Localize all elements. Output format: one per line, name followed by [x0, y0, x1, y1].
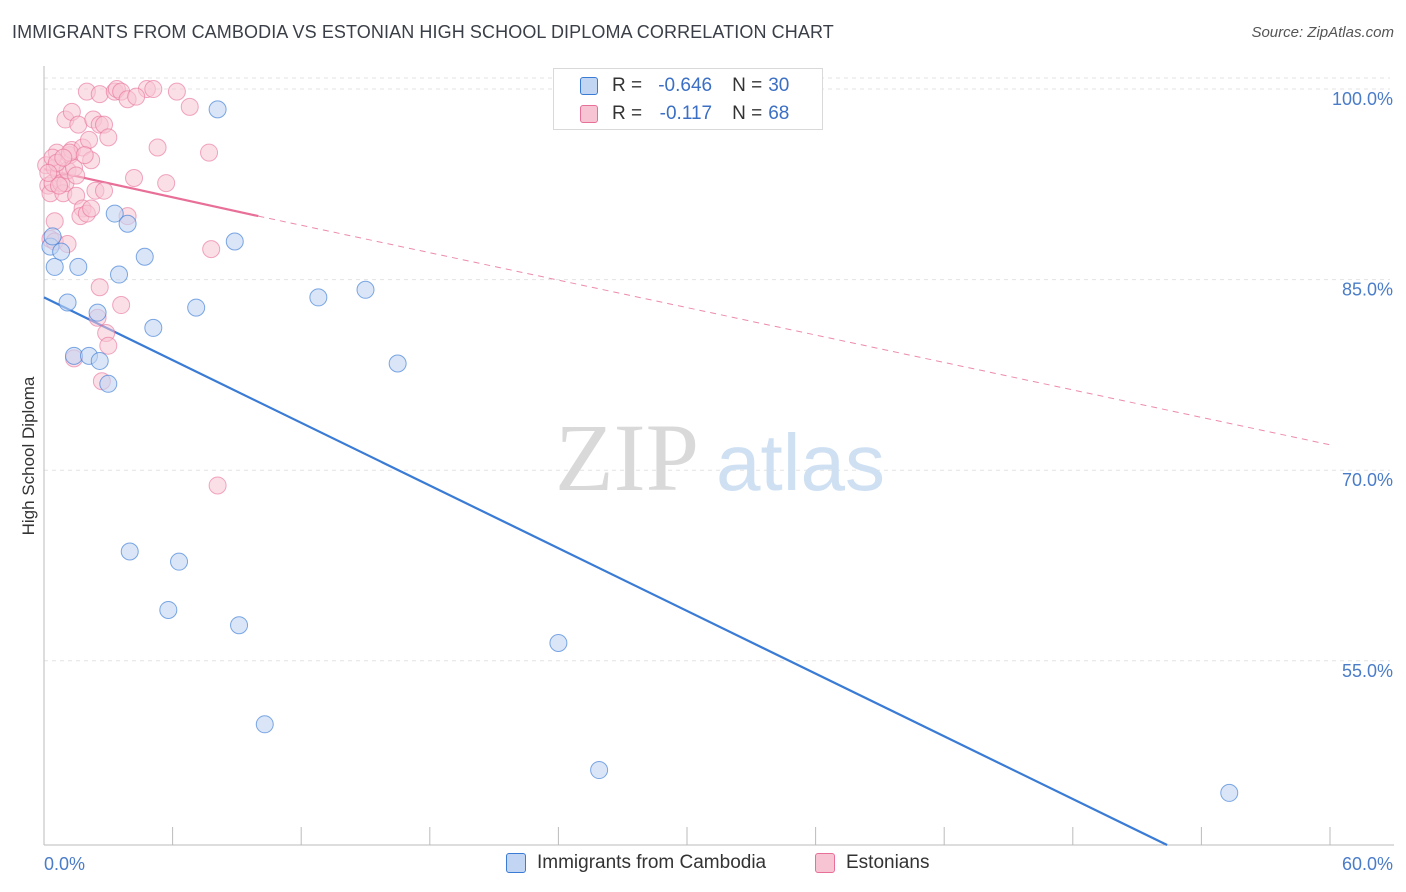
y-tick-label: 70.0%: [1342, 470, 1393, 490]
point-estonians: [99, 336, 118, 355]
point-cambodia: [309, 288, 328, 307]
y-tick-label: 100.0%: [1332, 89, 1393, 109]
point-estonians: [148, 138, 167, 157]
legend-r-value: -0.117: [659, 103, 713, 124]
point-estonians: [180, 97, 199, 116]
point-estonians: [157, 174, 176, 193]
point-cambodia: [65, 346, 84, 365]
point-cambodia: [135, 247, 154, 266]
legend-r-value: -0.646: [658, 75, 713, 96]
point-estonians: [208, 476, 227, 495]
data-points: [37, 80, 1239, 802]
point-cambodia: [230, 616, 249, 635]
point-cambodia: [187, 298, 206, 317]
legend-n-value: 30: [768, 75, 790, 96]
legend-label: Immigrants from Cambodia: [537, 852, 767, 873]
series-legend: Immigrants from Cambodia Estonians: [0, 852, 1406, 876]
legend-row-cambodia: R = -0.646 N = 30: [554, 72, 789, 100]
point-estonians: [39, 163, 58, 182]
legend-item-estonians[interactable]: Estonians: [815, 852, 929, 874]
legend-label: Estonians: [846, 852, 930, 873]
point-cambodia: [110, 265, 129, 284]
x-tick-label: 0.0%: [44, 854, 85, 874]
point-estonians: [200, 143, 219, 162]
point-cambodia: [225, 232, 244, 251]
point-cambodia: [159, 600, 178, 619]
y-axis-title: High School Diploma: [19, 376, 38, 535]
point-cambodia: [388, 354, 407, 373]
point-estonians: [54, 148, 73, 167]
point-cambodia: [52, 242, 71, 261]
point-cambodia: [590, 761, 609, 780]
trendline-estonians-extension: [258, 215, 1331, 446]
legend-swatch-pink: [580, 105, 598, 123]
point-estonians: [144, 80, 163, 99]
point-estonians: [75, 146, 94, 165]
point-estonians: [202, 240, 221, 259]
legend-row-estonians: R = -0.117 N = 68: [554, 100, 789, 128]
y-tick-label: 55.0%: [1342, 661, 1393, 681]
point-cambodia: [43, 227, 62, 246]
point-cambodia: [45, 257, 64, 276]
legend-r-label: R =: [612, 103, 643, 124]
x-tick-label: 60.0%: [1342, 854, 1393, 874]
legend-item-cambodia[interactable]: Immigrants from Cambodia: [506, 852, 766, 874]
point-cambodia: [1220, 783, 1239, 802]
point-estonians: [167, 82, 186, 101]
point-cambodia: [69, 257, 88, 276]
point-estonians: [80, 130, 99, 149]
watermark-zip: ZIP: [555, 404, 699, 511]
point-cambodia: [58, 293, 77, 312]
legend-n-label: N =: [732, 75, 763, 96]
watermark-atlas: atlas: [716, 418, 885, 507]
trendline-cambodia: [43, 296, 1168, 846]
legend-n-label: N =: [732, 103, 763, 124]
point-estonians: [125, 168, 144, 187]
point-cambodia: [144, 318, 163, 337]
grid-lines: [44, 77, 1390, 662]
point-estonians: [99, 128, 118, 147]
point-cambodia: [255, 715, 274, 734]
point-estonians: [95, 181, 114, 200]
point-estonians: [90, 278, 109, 297]
legend-swatch-blue: [580, 77, 598, 95]
y-tick-label: 85.0%: [1342, 280, 1393, 300]
point-cambodia: [118, 214, 137, 233]
point-estonians: [45, 212, 64, 231]
legend-swatch-blue: [506, 853, 526, 873]
point-estonians: [50, 176, 69, 195]
point-estonians: [69, 115, 88, 134]
legend-r-label: R =: [612, 75, 643, 96]
chart-source: Source: ZipAtlas.com: [1251, 24, 1394, 41]
watermark: ZIP atlas: [555, 404, 885, 511]
point-estonians: [127, 87, 146, 106]
point-estonians: [90, 85, 109, 104]
legend-n-value: 68: [768, 103, 790, 124]
legend-swatch-pink: [815, 853, 835, 873]
point-cambodia: [549, 633, 568, 652]
point-cambodia: [120, 542, 139, 561]
point-cambodia: [105, 204, 124, 223]
point-cambodia: [208, 100, 227, 119]
chart-title: IMMIGRANTS FROM CAMBODIA VS ESTONIAN HIG…: [12, 22, 834, 42]
point-estonians: [82, 199, 101, 218]
point-cambodia: [88, 303, 107, 322]
point-cambodia: [356, 280, 375, 299]
point-cambodia: [99, 374, 118, 393]
point-estonians: [67, 166, 86, 185]
point-cambodia: [170, 552, 189, 571]
point-cambodia: [90, 351, 109, 370]
point-estonians: [112, 296, 131, 315]
stats-legend: R = -0.646 N = 30 R = -0.117 N = 68: [553, 68, 823, 130]
axis-labels: 55.0% 70.0% 85.0% 100.0% 0.0% 60.0% High Schoo…: [19, 89, 1393, 874]
